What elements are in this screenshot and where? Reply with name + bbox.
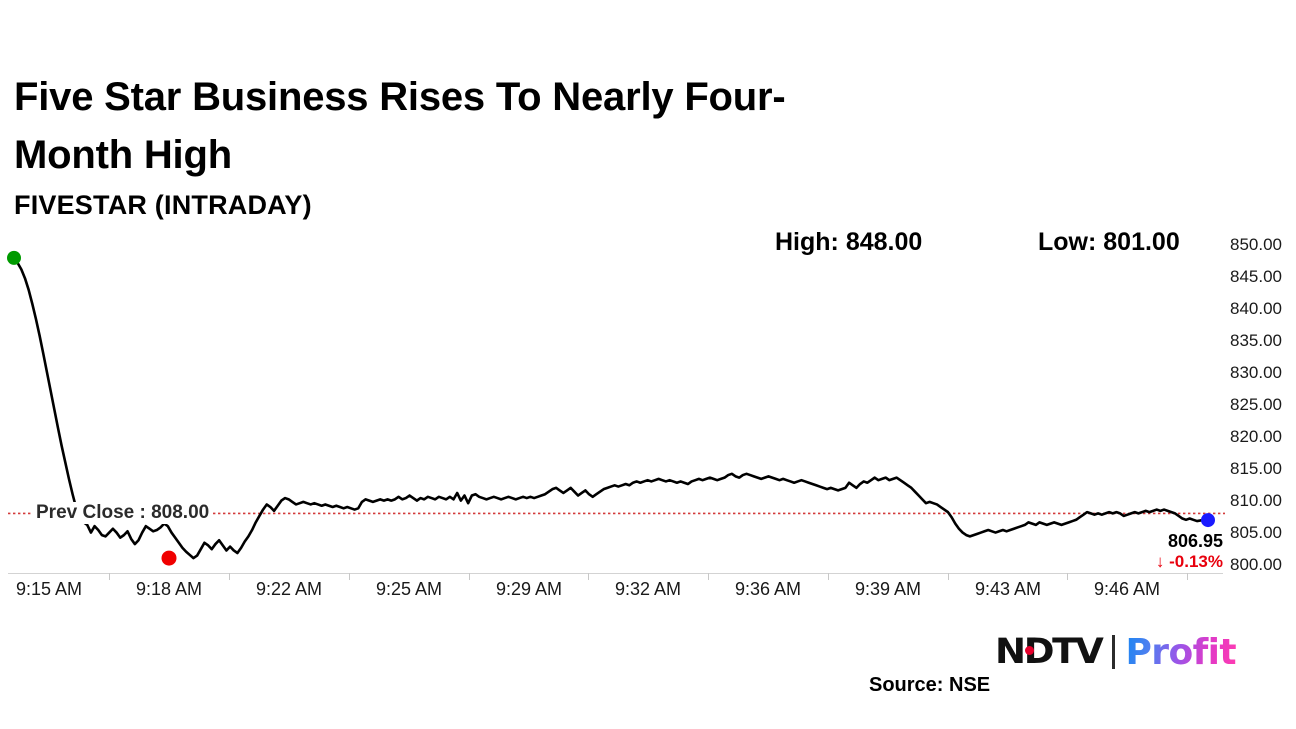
- high-low-row: High: 848.00 Low: 801.00: [0, 228, 1296, 262]
- chart-subtitle: FIVESTAR (INTRADAY): [14, 190, 312, 220]
- x-axis-tick-mark: [708, 573, 709, 580]
- x-axis-line: [8, 573, 1223, 574]
- x-axis-tick: 9:15 AM: [15, 579, 83, 599]
- high-marker-dot: [7, 250, 21, 265]
- x-axis-tick-mark: [349, 573, 350, 580]
- prev-close-label: Prev Close : 808.00: [33, 502, 213, 525]
- logo-divider: [1111, 635, 1115, 669]
- high-value-label: High: 848.00: [775, 228, 923, 256]
- profit-wordmark: Profit: [1125, 631, 1237, 673]
- x-axis-tick: 9:43 AM: [974, 579, 1042, 599]
- intraday-price-chart: [0, 240, 1225, 576]
- x-axis-tick: 9:29 AM: [495, 579, 563, 599]
- y-axis-tick: 830.00: [1230, 362, 1282, 382]
- x-axis-tick-mark: [109, 573, 110, 580]
- y-axis-tick: 825.00: [1230, 394, 1282, 414]
- x-axis-tick: 9:46 AM: [1093, 579, 1161, 599]
- source-label: Source: NSE: [869, 674, 991, 696]
- y-axis-tick: 845.00: [1230, 267, 1282, 287]
- last-price-change: ↓ -0.13%: [1155, 551, 1223, 571]
- page-title: Five Star Business Rises To Nearly Four-…: [14, 68, 874, 185]
- headline-line-2: Month High: [14, 133, 232, 178]
- headline-line-1: Five Star Business Rises To Nearly Four-: [14, 75, 786, 119]
- x-axis-tick-mark: [588, 573, 589, 580]
- x-axis-tick-mark: [229, 573, 230, 580]
- x-axis-tick: 9:18 AM: [135, 579, 203, 599]
- y-axis-tick: 805.00: [1230, 522, 1282, 542]
- x-axis-tick: 9:22 AM: [255, 579, 323, 599]
- y-axis-tick: 810.00: [1230, 490, 1282, 510]
- y-axis: 850.00 845.00 840.00 835.00 830.00 825.00 820.…: [1229, 235, 1296, 580]
- low-marker-dot: [161, 550, 177, 566]
- x-axis-tick-mark: [1067, 573, 1068, 580]
- y-axis-tick: 840.00: [1230, 298, 1282, 318]
- ndtv-red-dot-icon: [1025, 646, 1034, 655]
- y-axis-tick: 800.00: [1230, 554, 1282, 574]
- y-axis-tick: 835.00: [1230, 330, 1282, 350]
- x-axis-tick-mark: [1187, 573, 1188, 580]
- low-value-label: Low: 801.00: [1038, 228, 1180, 256]
- y-axis-tick: 850.00: [1230, 235, 1282, 255]
- price-line-path: [12, 256, 1210, 560]
- x-axis-tick-mark: [469, 573, 470, 580]
- x-axis-tick: 9:39 AM: [854, 579, 922, 599]
- last-price-value: 806.95: [1167, 531, 1223, 551]
- x-axis-tick: 9:32 AM: [614, 579, 682, 599]
- x-axis-tick: 9:25 AM: [375, 579, 443, 599]
- y-axis-tick: 815.00: [1230, 458, 1282, 478]
- last-price-marker-dot: [1201, 513, 1215, 528]
- ndtv-profit-logo: NDTV Profit: [995, 630, 1237, 674]
- x-axis-tick-mark: [828, 573, 829, 580]
- x-axis-tick: 9:36 AM: [734, 579, 802, 599]
- ndtv-wordmark: NDTV: [995, 632, 1104, 672]
- last-price-badge: 806.95 ↓ -0.13%: [1128, 531, 1223, 573]
- x-axis: 9:15 AM 9:18 AM 9:22 AM 9:25 AM 9:29 AM 9:32 …: [0, 573, 1296, 610]
- price-line-svg: [7, 250, 1225, 566]
- x-axis-tick-mark: [948, 573, 949, 580]
- y-axis-tick: 820.00: [1230, 426, 1282, 446]
